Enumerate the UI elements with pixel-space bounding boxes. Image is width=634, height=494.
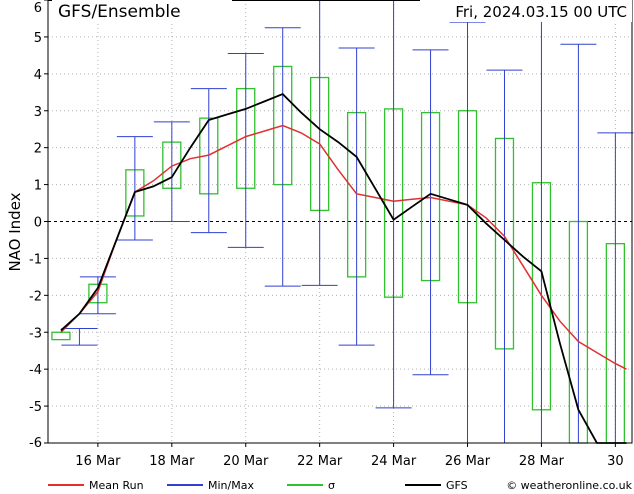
y-tick-label: 4 [34,68,42,83]
y-axis-label: NAO Index [6,192,24,271]
y-tick-label: -2 [29,289,42,304]
y-tick-label: 5 [34,31,42,46]
grid-layer [48,0,632,444]
y-tick-label: -3 [29,326,42,341]
legend-label-gfs: GFS [446,479,468,490]
axes-layer: -6 -5 -4 -3 -2 -1 0 1 2 3 4 5 6 16 Mar 18 Mar 20 Mar 22 … [29,0,633,469]
legend-label-mean-run: Mean Run [89,479,144,490]
y-tick-label: -5 [29,400,42,415]
y-tick-label: -4 [29,363,42,378]
sigma-box [51,331,71,341]
x-tick-label: 16 Mar [75,454,121,469]
x-tick-label: 20 Mar [223,454,269,469]
run-timestamp: Fri, 2024.03.15 00 UTC [455,3,627,21]
legend-label-sigma: σ [328,479,335,490]
x-tick-label: 28 Mar [519,454,565,469]
chart-title: GFS/Ensemble [58,2,181,22]
legend: Mean Run Min/Max σ GFS © weatheronline.c… [48,479,633,492]
y-tick-label: 3 [34,105,42,120]
y-tick-label: 2 [34,142,42,157]
y-tick-label: -6 [29,436,42,451]
title-backdrop [52,0,232,22]
mean-run-line [60,124,627,370]
credit-text: © weatheronline.co.uk [506,479,632,490]
x-tick-label: 22 Mar [297,454,343,469]
y-tick-label: -1 [29,252,42,267]
y-tick-label: 1 [34,179,42,194]
y-tick-label: 6 [34,1,42,16]
x-tick-label: 26 Mar [445,454,491,469]
gfs-line [60,93,627,444]
sigma-layer [51,65,626,444]
series-layer [60,93,627,444]
y-tick-label: 0 [34,216,42,231]
x-tick-label: 30 [607,454,624,469]
subtitle-backdrop [420,0,632,22]
plot-frame [47,0,633,444]
minmax-layer [61,0,634,443]
x-tick-label: 24 Mar [371,454,417,469]
legend-label-min-max: Min/Max [208,479,254,490]
header-layer: GFS/Ensemble Fri, 2024.03.15 00 UTC NAO … [6,0,632,272]
x-tick-label: 18 Mar [149,454,195,469]
